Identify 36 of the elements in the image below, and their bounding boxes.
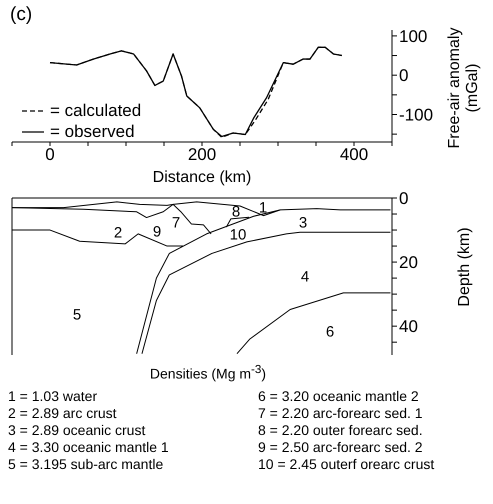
text: 7 = 2.20 arc-forearc sed. 1 <box>258 404 424 422</box>
y-axis-title: Depth (km) <box>456 227 473 307</box>
annotation: 1 <box>258 200 268 216</box>
text: 1 = 1.03 water <box>8 388 98 405</box>
y-tick-label: 0 <box>399 189 408 208</box>
annotation: 5 <box>72 306 82 324</box>
text: 4 = 3.30 oceanic mantle 1 <box>8 438 170 456</box>
annotation: 9 <box>152 224 162 240</box>
text: 9 = 2.50 arc-forearc sed. 2 <box>258 438 424 456</box>
x-axis-title: Distance (km) <box>152 169 252 186</box>
text: 5 = 3.195 sub-arc mantle <box>8 456 164 473</box>
annotation: 7 <box>172 214 180 232</box>
x-tick-label: 400 <box>340 145 368 164</box>
y-tick-label: 0 <box>399 66 408 86</box>
annotation: 4 <box>300 268 310 286</box>
text: 10 = 2.45 outerf orearc crust <box>258 456 436 473</box>
x-tick-label: 200 <box>188 145 216 164</box>
annotation: 2 <box>114 224 122 242</box>
legend-label: = calculated <box>50 100 142 121</box>
text: Densities (Mg m$^{-3}$) <box>148 363 268 382</box>
y-tick-label: 40 <box>399 317 418 336</box>
text: 6 = 3.20 oceanic mantle 2 <box>258 388 420 405</box>
text: 8 = 2.20 outer forearc sed. <box>258 422 424 439</box>
y-axis-title: Free-air anomaly (mGal) <box>446 28 481 148</box>
annotation: 3 <box>298 214 308 232</box>
y-tick-label: -100 <box>399 106 434 125</box>
text: 2 = 2.89 arc crust <box>8 404 118 422</box>
annotation: 6 <box>326 324 334 340</box>
annotation: 10 <box>230 226 246 244</box>
text: 3 = 2.89 oceanic crust <box>8 422 146 439</box>
annotation: 8 <box>232 204 240 220</box>
x-tick-label: 0 <box>45 145 55 164</box>
chart-title: (c) <box>10 4 32 26</box>
legend-label: = observed <box>50 121 135 142</box>
y-tick-label: 100 <box>399 26 428 46</box>
y-tick-label: 20 <box>399 253 418 272</box>
